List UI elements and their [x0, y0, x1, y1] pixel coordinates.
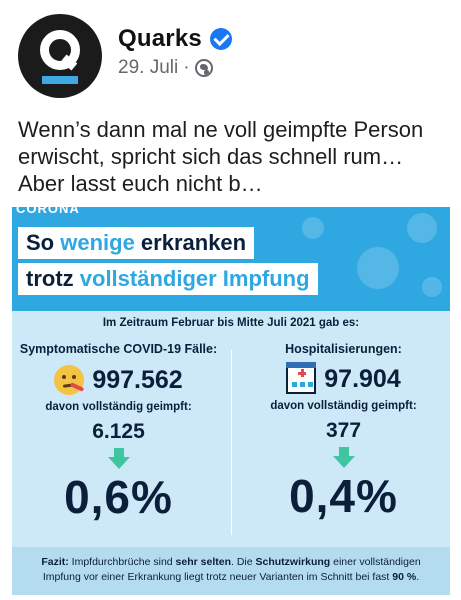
- virus-decoration-icon: [407, 213, 437, 243]
- post-meta: Quarks 29. Juli ·: [118, 25, 232, 79]
- infographic-image[interactable]: CORONA So wenige erkranken trotz vollstä…: [12, 207, 450, 595]
- total-cases: 997.562: [92, 365, 183, 394]
- column-divider: [231, 350, 232, 535]
- page-avatar[interactable]: [18, 14, 102, 98]
- verified-badge-icon: [209, 28, 232, 50]
- virus-decoration-icon: [357, 247, 399, 289]
- arrow-down-icon: [107, 448, 130, 470]
- separator-dot: ·: [183, 57, 190, 78]
- vaccinated-label: davon vollständig geimpft:: [270, 400, 417, 412]
- title-line-2: trotz vollständiger Impfung: [18, 263, 318, 295]
- fazit-text: Fazit: Impfdurchbrüche sind sehr selten.…: [12, 547, 450, 595]
- total-hospitalizations: 97.904: [324, 365, 401, 393]
- infographic-header: CORONA So wenige erkranken trotz vollstä…: [12, 207, 450, 311]
- sick-face-icon: [54, 365, 85, 395]
- hospitalizations-column: Hospitalisierungen: 97.904 davon vollstä…: [237, 342, 450, 544]
- virus-decoration-icon: [302, 217, 324, 239]
- arrow-down-icon: [332, 447, 355, 469]
- column-heading: Symptomatische COVID-19 Fälle:: [19, 342, 218, 356]
- breakthrough-percent: 0,6%: [64, 471, 173, 523]
- page-name[interactable]: Quarks: [118, 25, 202, 52]
- post-text[interactable]: Wenn’s dann mal ne voll geimpfte Person …: [18, 117, 424, 196]
- post-date[interactable]: 29. Juli: [118, 57, 179, 78]
- period-text: Im Zeitraum Februar bis Mitte Juli 2021 …: [102, 317, 360, 329]
- corona-tag: CORONA: [16, 207, 80, 216]
- q-logo-icon: [40, 30, 80, 70]
- vaccinated-count: 6.125: [92, 420, 145, 443]
- breakthrough-percent: 0,4%: [289, 470, 398, 522]
- hospital-icon: [286, 361, 317, 394]
- symptomatic-cases-column: Symptomatische COVID-19 Fälle: 997.562 d…: [12, 342, 225, 544]
- globe-icon[interactable]: [194, 59, 213, 77]
- post-header: Quarks 29. Juli ·: [18, 14, 232, 98]
- title-line-1: So wenige erkranken: [18, 227, 255, 259]
- vaccinated-count: 377: [325, 419, 362, 442]
- virus-decoration-icon: [422, 277, 442, 297]
- vaccinated-label: davon vollständig geimpft:: [45, 401, 192, 413]
- column-heading: Hospitalisierungen:: [285, 342, 402, 356]
